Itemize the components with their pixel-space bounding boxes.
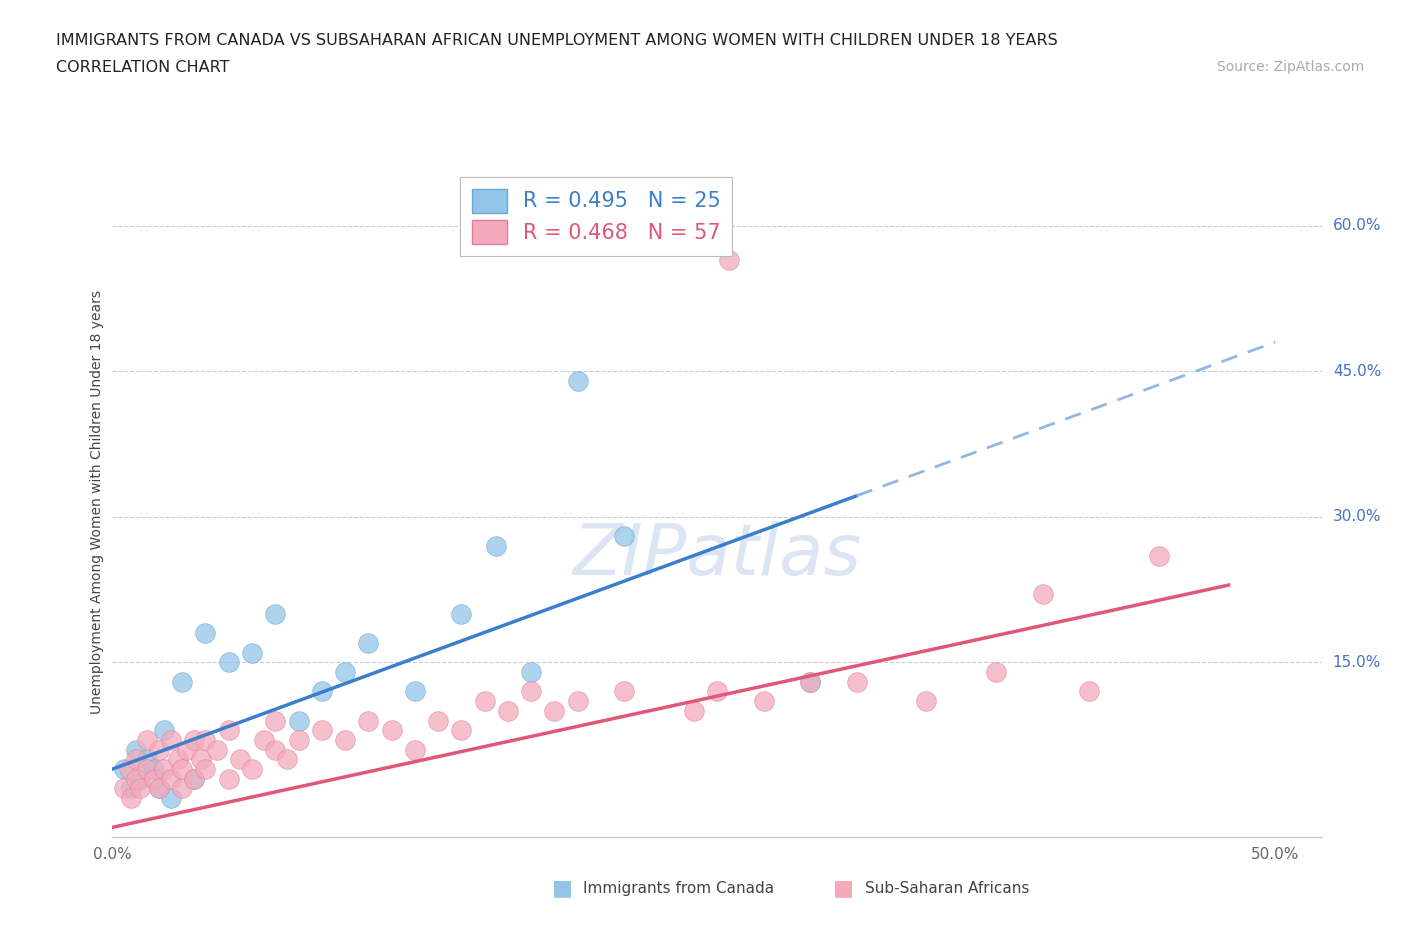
Point bbox=[333, 733, 356, 748]
Point bbox=[125, 742, 148, 757]
Point bbox=[404, 742, 426, 757]
Point bbox=[159, 733, 181, 748]
Point bbox=[148, 781, 170, 796]
Point bbox=[152, 762, 174, 777]
Point bbox=[984, 665, 1007, 680]
Point bbox=[404, 684, 426, 698]
Point bbox=[205, 742, 228, 757]
Point bbox=[706, 684, 728, 698]
Text: ■: ■ bbox=[553, 878, 572, 898]
Point bbox=[380, 723, 402, 737]
Point bbox=[520, 684, 543, 698]
Point bbox=[229, 752, 252, 767]
Point bbox=[311, 684, 333, 698]
Point bbox=[799, 674, 821, 689]
Point bbox=[287, 733, 309, 748]
Point bbox=[120, 781, 142, 796]
Point bbox=[1147, 548, 1170, 563]
Point bbox=[112, 781, 135, 796]
Point bbox=[166, 752, 188, 767]
Text: 45.0%: 45.0% bbox=[1333, 364, 1381, 379]
Point bbox=[120, 790, 142, 805]
Point bbox=[129, 781, 152, 796]
Text: ZIPatlas: ZIPatlas bbox=[572, 522, 862, 591]
Point bbox=[1032, 587, 1054, 602]
Text: ■: ■ bbox=[834, 878, 853, 898]
Y-axis label: Unemployment Among Women with Children Under 18 years: Unemployment Among Women with Children U… bbox=[90, 290, 104, 714]
Point bbox=[218, 723, 240, 737]
Point bbox=[194, 733, 217, 748]
Point bbox=[799, 674, 821, 689]
Point bbox=[496, 703, 519, 718]
Point bbox=[915, 694, 938, 709]
Point bbox=[357, 713, 380, 728]
Point bbox=[240, 645, 263, 660]
Text: 60.0%: 60.0% bbox=[1333, 219, 1381, 233]
Point bbox=[450, 723, 472, 737]
Point bbox=[172, 674, 194, 689]
Text: 30.0%: 30.0% bbox=[1333, 510, 1381, 525]
Point bbox=[240, 762, 263, 777]
Point bbox=[264, 606, 287, 621]
Point bbox=[136, 762, 159, 777]
Point bbox=[143, 762, 166, 777]
Point bbox=[287, 713, 309, 728]
Point bbox=[143, 771, 166, 786]
Point bbox=[218, 771, 240, 786]
Point bbox=[253, 733, 276, 748]
Text: Sub-Saharan Africans: Sub-Saharan Africans bbox=[865, 881, 1029, 896]
Point bbox=[264, 742, 287, 757]
Point bbox=[148, 742, 170, 757]
Text: CORRELATION CHART: CORRELATION CHART bbox=[56, 60, 229, 75]
Point bbox=[845, 674, 868, 689]
Point bbox=[125, 771, 148, 786]
Point bbox=[567, 694, 589, 709]
Point bbox=[176, 742, 198, 757]
Point bbox=[112, 762, 135, 777]
Text: IMMIGRANTS FROM CANADA VS SUBSAHARAN AFRICAN UNEMPLOYMENT AMONG WOMEN WITH CHILD: IMMIGRANTS FROM CANADA VS SUBSAHARAN AFR… bbox=[56, 33, 1057, 47]
Point bbox=[311, 723, 333, 737]
Point bbox=[682, 703, 704, 718]
Point bbox=[485, 538, 508, 553]
Point bbox=[148, 781, 170, 796]
Point bbox=[125, 752, 148, 767]
Point bbox=[172, 762, 194, 777]
Point bbox=[194, 626, 217, 641]
Point bbox=[129, 771, 152, 786]
Point bbox=[427, 713, 450, 728]
Point bbox=[752, 694, 775, 709]
Point bbox=[717, 252, 740, 267]
Point bbox=[264, 713, 287, 728]
Point bbox=[520, 665, 543, 680]
Point bbox=[333, 665, 356, 680]
Point bbox=[183, 771, 205, 786]
Point bbox=[218, 655, 240, 670]
Point bbox=[118, 762, 141, 777]
Text: Source: ZipAtlas.com: Source: ZipAtlas.com bbox=[1216, 60, 1364, 74]
Point bbox=[159, 790, 181, 805]
Point bbox=[152, 723, 174, 737]
Point bbox=[450, 606, 472, 621]
Point bbox=[1078, 684, 1101, 698]
Point bbox=[194, 762, 217, 777]
Legend: R = 0.495   N = 25, R = 0.468   N = 57: R = 0.495 N = 25, R = 0.468 N = 57 bbox=[460, 177, 733, 256]
Point bbox=[136, 733, 159, 748]
Point bbox=[474, 694, 496, 709]
Point bbox=[183, 733, 205, 748]
Point bbox=[190, 752, 212, 767]
Point bbox=[357, 635, 380, 650]
Point bbox=[567, 374, 589, 389]
Text: 15.0%: 15.0% bbox=[1333, 655, 1381, 670]
Point bbox=[159, 771, 181, 786]
Point bbox=[613, 684, 636, 698]
Text: Immigrants from Canada: Immigrants from Canada bbox=[583, 881, 775, 896]
Point bbox=[543, 703, 565, 718]
Point bbox=[172, 781, 194, 796]
Point bbox=[136, 752, 159, 767]
Point bbox=[276, 752, 298, 767]
Point bbox=[613, 529, 636, 544]
Point bbox=[183, 771, 205, 786]
